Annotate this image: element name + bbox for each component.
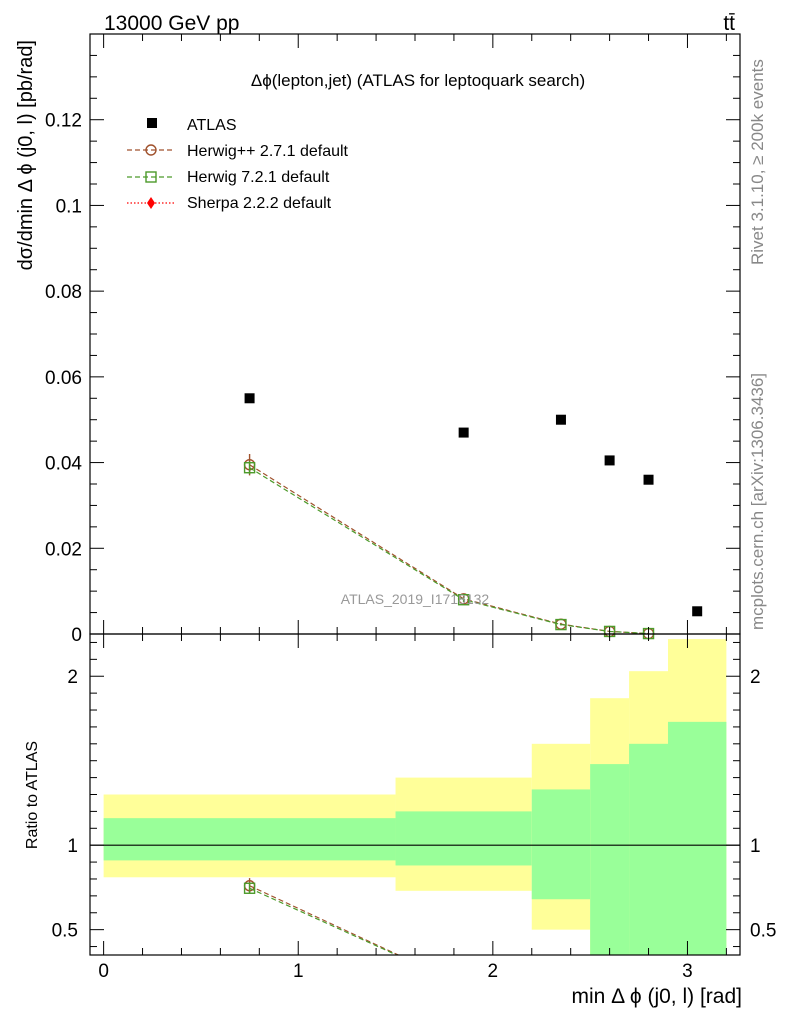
legend-marker-atlas — [147, 118, 157, 128]
main-ytick-label: 0 — [71, 625, 82, 646]
legend: ATLAS Herwig++ 2.7.1 default Herwig 7.2.… — [127, 117, 349, 212]
atlas-data-point — [604, 455, 615, 466]
main-ytick-label: 0.12 — [45, 111, 82, 132]
mc-point-herwig-7-2-1-default — [555, 618, 567, 631]
rivet-label: Rivet 3.1.10, ≥ 200k events — [748, 59, 767, 265]
main-ytick-label: 0.06 — [45, 368, 82, 389]
mc-point-herwig-7-2-1-default — [243, 462, 256, 474]
ratio-xtick-label: 3 — [682, 961, 693, 982]
ratio-inner-band-bin-2 — [531, 789, 591, 900]
ratio-ytick-label-right: 1 — [750, 836, 761, 857]
legend-marker-herwig7 — [145, 171, 157, 183]
ratio-xtick-label: 1 — [293, 961, 304, 982]
ratio-lines — [243, 878, 400, 955]
atlas-data-point — [692, 606, 703, 617]
main-ylabel: dσ/dmin Δ ϕ (j0, l) [pb/rad] — [15, 40, 37, 270]
legend-label-herwig7: Herwig 7.2.1 default — [187, 169, 330, 186]
main-panel: Δϕ(lepton,jet) (ATLAS for leptoquark sea… — [15, 33, 741, 646]
ratio-ytick-label: 2 — [67, 667, 78, 688]
main-ytick-label: 0.1 — [56, 196, 82, 217]
energy-label: 13000 GeV pp — [104, 12, 239, 35]
ratio-ytick-label: 0.5 — [52, 921, 78, 942]
atlas-data-point — [555, 414, 566, 425]
ratio-inner-band-bin-3 — [590, 764, 630, 955]
legend-label-atlas: ATLAS — [187, 117, 237, 134]
ratio-xtick-label: 0 — [98, 961, 109, 982]
process-label: tt̄ — [723, 12, 735, 35]
legend-label-herwigpp: Herwig++ 2.7.1 default — [187, 143, 349, 160]
atlas-data-point — [244, 393, 255, 404]
atlas-data-point — [643, 474, 654, 485]
ratio-inner-band-bin-4 — [629, 743, 668, 955]
legend-marker-herwigpp — [145, 144, 157, 156]
main-ytick-label: 0.02 — [45, 539, 82, 560]
legend-marker-sherpa — [147, 197, 155, 209]
main-ytick-label: 0.04 — [45, 454, 82, 475]
ratio-axes: 0.5 0.5 1 1 2 2 0 1 2 3 — [52, 633, 776, 982]
main-ytick-label: 0.08 — [45, 282, 82, 303]
ratio-inner-band-bin-5 — [667, 721, 727, 955]
ratio-xtick-label: 2 — [488, 961, 499, 982]
ratio-inner-band-bin-1 — [395, 811, 532, 866]
mc-point-herwig-7-2-1-default — [457, 594, 470, 606]
legend-label-sherpa: Sherpa 2.2.2 default — [187, 195, 332, 212]
ratio-ytick-label-right: 2 — [750, 667, 761, 688]
atlas-data-point — [458, 427, 469, 438]
mcplots-label: mcplots.cern.ch [arXiv:1306.3436] — [748, 373, 767, 630]
mc-lines — [243, 454, 655, 640]
ratio-point-herwig-7-2-1-default — [243, 882, 256, 894]
ratio-ytick-label: 1 — [67, 836, 78, 857]
ratio-ytick-label-right: 0.5 — [750, 921, 776, 942]
ratio-panel: 0.5 0.5 1 1 2 2 0 1 2 3 Ratio to ATLAS min Δ ϕ (j… — [24, 633, 776, 1008]
ratio-series-group — [243, 878, 400, 955]
ratio-inner-band-bin-0 — [103, 818, 396, 861]
mc-line-herwig-7-2-1-default — [249, 467, 649, 635]
ratio-ylabel: Ratio to ATLAS — [24, 741, 41, 849]
ratio-bands — [90, 639, 740, 955]
data-points — [244, 393, 703, 617]
main-title: Δϕ(lepton,jet) (ATLAS for leptoquark sea… — [251, 71, 585, 90]
analysis-watermark: ATLAS_2019_I1718132 — [341, 591, 490, 607]
ratio-line-herwig-7-2-1-default — [249, 887, 399, 955]
x-axis-label: min Δ ϕ (j0, l) [rad] — [572, 985, 743, 1008]
mc-line-herwig-2-7-1-default — [249, 464, 649, 635]
